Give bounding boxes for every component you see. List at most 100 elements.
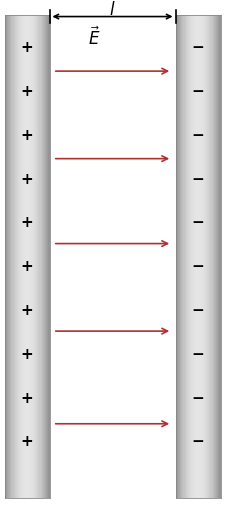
Bar	[38, 15, 39, 498]
Text: −: −	[192, 303, 204, 318]
Bar	[176, 15, 177, 498]
Bar	[48, 15, 50, 498]
Bar	[7, 15, 8, 498]
Bar	[47, 15, 48, 498]
Bar	[177, 15, 178, 498]
Bar	[180, 15, 181, 498]
Bar	[6, 15, 7, 498]
Bar	[186, 15, 187, 498]
Bar	[213, 15, 214, 498]
Bar	[18, 15, 19, 498]
Bar	[14, 15, 15, 498]
Bar	[194, 15, 195, 498]
Bar	[12, 15, 14, 498]
Bar	[26, 15, 27, 498]
Text: +: +	[21, 215, 33, 230]
Text: +: +	[21, 172, 33, 187]
Bar	[36, 15, 37, 498]
Bar	[188, 15, 189, 498]
Bar	[42, 15, 43, 498]
Bar	[209, 15, 210, 498]
Bar	[190, 15, 191, 498]
Bar	[4, 15, 6, 498]
Text: +: +	[21, 434, 33, 449]
Bar	[184, 15, 186, 498]
Bar	[45, 15, 46, 498]
Bar	[212, 15, 213, 498]
Bar	[204, 15, 205, 498]
Text: −: −	[192, 260, 204, 274]
Bar	[8, 15, 9, 498]
Bar	[208, 15, 209, 498]
Bar	[182, 15, 183, 498]
Bar	[197, 15, 198, 498]
Text: +: +	[21, 390, 33, 405]
Bar	[200, 15, 201, 498]
Text: −: −	[192, 172, 204, 187]
Bar	[16, 15, 17, 498]
Bar	[191, 15, 192, 498]
Text: −: −	[192, 434, 204, 449]
Text: +: +	[21, 260, 33, 274]
Bar	[19, 15, 20, 498]
Bar	[178, 15, 179, 498]
Bar	[219, 15, 220, 498]
Bar	[215, 15, 216, 498]
Bar	[196, 15, 197, 498]
Bar	[210, 15, 211, 498]
Bar	[44, 15, 45, 498]
Bar	[199, 15, 200, 498]
Bar	[22, 15, 24, 498]
Bar	[20, 15, 21, 498]
Text: −: −	[192, 390, 204, 405]
Text: −: −	[192, 40, 204, 56]
Bar	[32, 15, 33, 498]
Bar	[201, 15, 202, 498]
Text: −: −	[192, 84, 204, 99]
Bar	[40, 15, 42, 498]
Bar	[192, 15, 194, 498]
Text: −: −	[192, 215, 204, 230]
Bar	[34, 15, 35, 498]
Bar	[11, 15, 12, 498]
Bar	[217, 15, 218, 498]
Bar	[15, 15, 16, 498]
Bar	[207, 15, 208, 498]
Bar	[17, 15, 18, 498]
Bar	[187, 15, 188, 498]
Bar	[39, 15, 40, 498]
Bar	[183, 15, 184, 498]
Text: +: +	[21, 40, 33, 56]
Bar	[24, 15, 25, 498]
Bar	[37, 15, 38, 498]
Bar	[46, 15, 47, 498]
Text: −: −	[192, 128, 204, 143]
Bar	[35, 15, 36, 498]
Bar	[202, 15, 204, 498]
Bar	[214, 15, 215, 498]
Bar	[27, 15, 28, 498]
Text: +: +	[21, 84, 33, 99]
Text: +: +	[21, 303, 33, 318]
Bar	[179, 15, 180, 498]
Bar	[181, 15, 182, 498]
Bar	[25, 15, 26, 498]
Text: −: −	[192, 347, 204, 362]
Bar	[189, 15, 190, 498]
Bar	[9, 15, 10, 498]
Bar	[218, 15, 219, 498]
Bar	[205, 15, 206, 498]
Bar	[198, 15, 199, 498]
Bar	[21, 15, 22, 498]
Text: +: +	[21, 347, 33, 362]
Text: $l$: $l$	[109, 2, 116, 19]
Bar	[28, 15, 29, 498]
Bar	[195, 15, 196, 498]
Bar	[33, 15, 34, 498]
Text: $\vec{E}$: $\vec{E}$	[88, 26, 101, 49]
Bar	[206, 15, 207, 498]
Bar	[10, 15, 11, 498]
Text: +: +	[21, 128, 33, 143]
Bar	[30, 15, 32, 498]
Bar	[29, 15, 30, 498]
